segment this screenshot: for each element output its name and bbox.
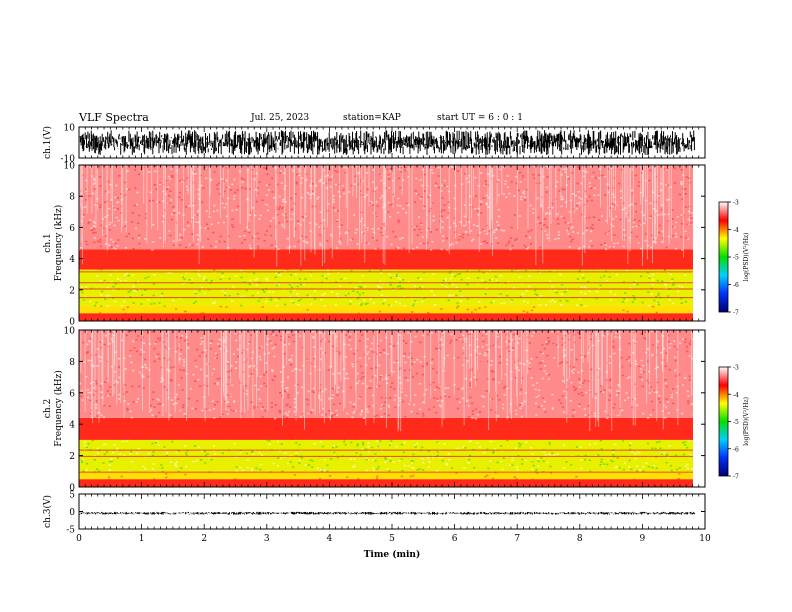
ch1-spectrogram-ytick-label-5: 10 [64,162,76,172]
ch2-spectrogram-band-4 [79,330,693,418]
ch2-spectrogram-nodata [694,330,705,487]
ch1-colorbar [718,201,729,313]
ch1-colorbar-tick-label-1: -4 [733,227,739,234]
ch2-colorbar-tick-label-0: -3 [733,365,739,372]
date-label: Jul. 25, 2023 [251,113,310,123]
ch1-spectrogram-image [79,165,693,321]
x-tick-label-4: 4 [327,534,333,544]
ch2-spectrogram-ytick-label-3: 6 [69,389,75,399]
ch1-colorbar-tick-label-4: -7 [733,310,739,317]
x-tick-label-1: 1 [139,534,145,544]
ch1-colorbar-tick-label-3: -6 [733,282,739,289]
ch1-spectrogram-striations [79,165,690,267]
x-tick-label-8: 8 [577,534,583,544]
ch2-spectrogram-ylabel-line-0: ch.2 [43,399,53,418]
ch2-spectrogram-image [79,330,693,487]
ch2-spectrogram-ylabel-line-1: Frequency (kHz) [53,370,64,447]
ch2-colorbar-tick-label-3: -6 [733,446,739,453]
x-axis-label: Time (min) [364,549,421,560]
x-tick-label-9: 9 [640,534,646,544]
ch2-spectrogram-band-2 [79,439,693,472]
ch2-colorbar-tick-label-4: -7 [733,474,739,481]
ch2-spectrogram-ytick-label-2: 4 [69,421,75,431]
x-tick-label-10: 10 [699,534,711,544]
ch3-waveform-trace-group [79,511,695,515]
ch3-waveform-ytick-label-2: -5 [66,526,75,536]
ch3-waveform-ylabel: ch.3(V) [42,495,53,528]
ch2-colorbar-label: log(PSD)(V²/Hz) [743,397,750,446]
ch1-colorbar-tick-label-0: -3 [733,200,739,207]
ch2-spectrogram-ytick-label-4: 8 [69,358,75,368]
ch1-waveform-ytick-label-0: 10 [64,124,76,134]
ch1-spectrogram-ylabel-line-0: ch.1 [43,233,53,252]
ch1-waveform-ytick-label-1: -10 [61,155,76,165]
x-tick-label-2: 2 [201,534,207,544]
ch1-spectrogram-band-2 [79,269,693,306]
ch1-colorbar-tick-label-2: -5 [733,255,739,262]
ch3-waveform-ytick-label-0: 5 [69,491,75,501]
ch2-spectrogram-speckle-red [79,330,693,487]
ch1-spectrogram-band-1 [79,305,693,314]
x-tick-label-3: 3 [264,534,270,544]
ch2-colorbar-tick-label-2: -5 [733,419,739,426]
x-tick-label-6: 6 [452,534,458,544]
ch2-colorbar-tick-label-1: -4 [733,392,739,399]
ch2-spectrogram-band-1 [79,471,693,480]
x-tick-label-5: 5 [389,534,395,544]
ch1-spectrogram-speckle-green [81,269,687,307]
ch2-spectrogram-band-3 [79,417,693,440]
ch1-spectrogram-ytick-label-4: 8 [69,193,75,203]
ch2-spectrogram-striations [80,330,693,432]
ch1-spectrogram-band-3 [79,249,693,270]
ch2-spectrogram-ytick-label-1: 2 [69,452,75,462]
station-label: station=KAP [343,113,401,123]
x-tick-label-0: 0 [76,534,82,544]
ch1-spectrogram-ytick-label-0: 0 [69,318,75,328]
ch2-spectrogram-speckle-light [79,330,693,473]
ch1-spectrogram-ytick-label-2: 4 [69,255,75,265]
ch2-spectrogram-band-0 [79,479,693,487]
ch1-colorbar-label: log(PSD)(V²/Hz) [743,233,750,282]
start-time-label: start UT = 6 : 0 : 1 [437,113,523,123]
ch1-waveform-ylabel: ch.1(V) [42,126,53,159]
ch2-spectrogram-ytick-label-0: 0 [69,484,75,494]
ch1-waveform-trace-group [79,130,695,155]
ch2-spectrogram-ytick-label-5: 10 [64,327,76,337]
figure-title: VLF Spectra [79,111,149,124]
x-tick-label-7: 7 [514,534,520,544]
ch1-spectrogram-nodata [694,165,705,321]
ch3-waveform-trace [79,511,695,515]
frame-w3 [78,493,706,530]
ch1-waveform-trace [79,130,695,155]
ch1-spectrogram-band-0 [79,313,693,321]
ch1-spectrogram-ytick-label-1: 2 [69,286,75,296]
ch2-colorbar [718,366,729,477]
ch3-waveform-ytick-label-1: 0 [69,508,75,518]
ch1-spectrogram-ytick-label-3: 6 [69,224,75,234]
ch1-spectrogram-speckle-light [79,165,693,307]
ch1-spectrogram-ylabel-line-1: Frequency (kHz) [53,205,64,282]
